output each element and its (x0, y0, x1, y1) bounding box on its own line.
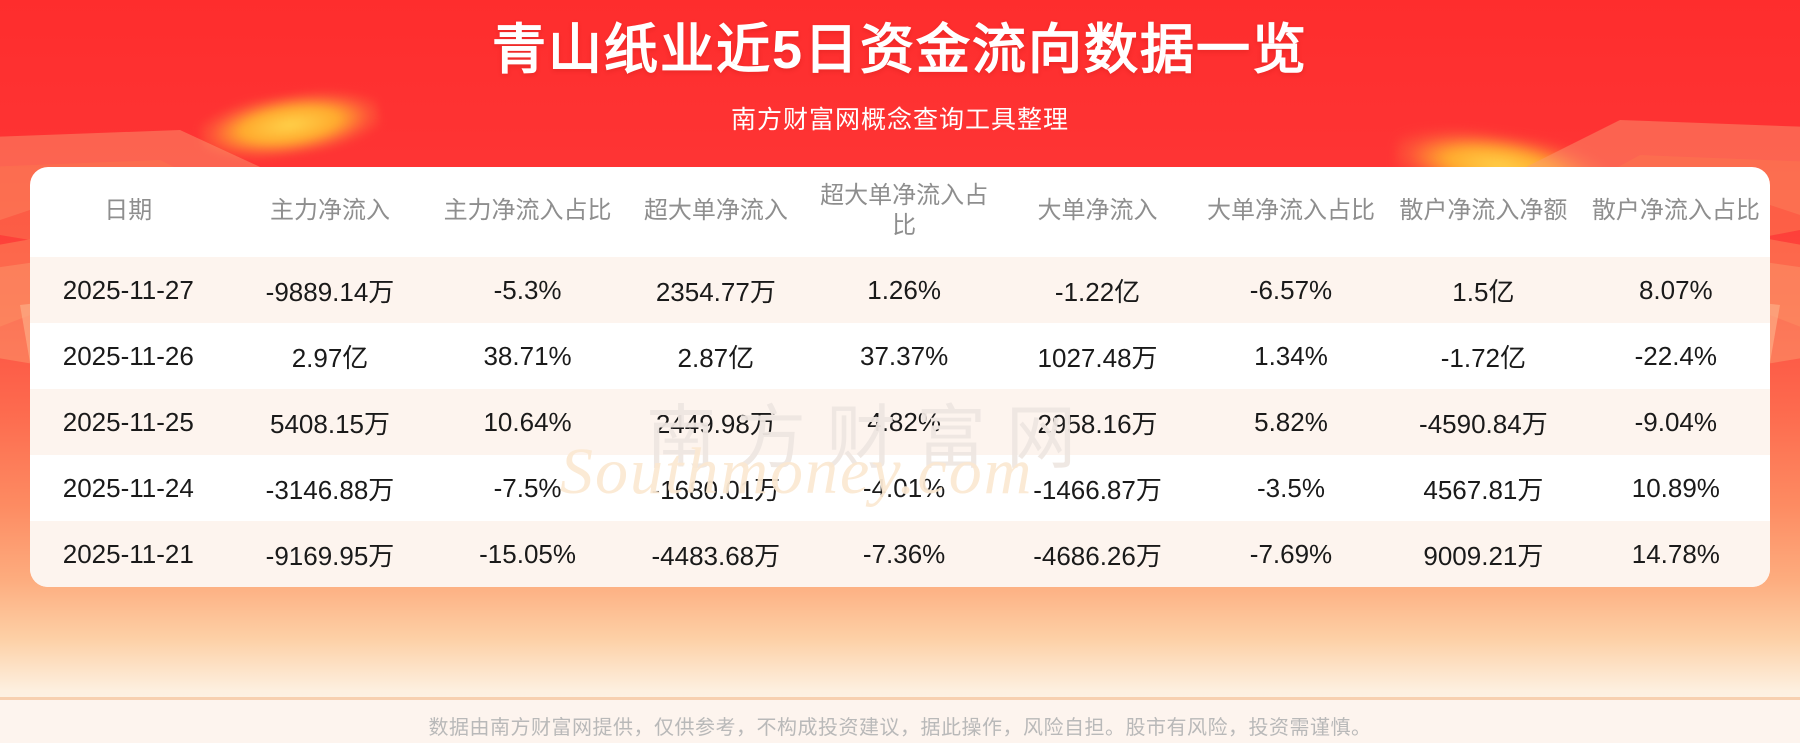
column-header-date: 日期 (104, 197, 153, 225)
cell-main-net-inflow: -9889.14万 (265, 276, 395, 307)
cell-date: 2025-11-25 (62, 406, 194, 437)
page-title: 青山纸业近5日资金流向数据一览 (491, 20, 1309, 80)
table-head: 日期 主力净流入 主力净流入占比 超大单净流入 超大单净流入占比 大单净流入 大… (30, 167, 1770, 257)
cell-large-net-ratio: 5.82% (1254, 406, 1328, 437)
cell-retail-net-amount: -1.72亿 (1440, 342, 1527, 373)
cell-retail-net-ratio: 10.89% (1631, 472, 1720, 503)
cell-xl-net-ratio: 37.37% (860, 340, 949, 371)
cell-xl-net-ratio: 1.26% (867, 274, 941, 305)
table-body: 2025-11-27 -9889.14万 -5.3% 2354.77万 1.26… (30, 257, 1770, 588)
cell-main-net-ratio: 38.71% (483, 340, 572, 371)
cell-xl-net-ratio: -4.01% (862, 472, 946, 503)
column-header-xl-net-inflow: 超大单净流入 (643, 197, 788, 225)
table-row: 2025-11-24 -3146.88万 -7.5% -1680.01万 -4.… (30, 455, 1770, 522)
cell-large-net-inflow: -4686.26万 (1033, 540, 1162, 571)
cell-large-net-ratio: -7.69% (1249, 538, 1333, 569)
column-header-main-net-ratio: 主力净流入占比 (443, 197, 612, 225)
cell-date: 2025-11-24 (62, 472, 194, 503)
cell-main-net-ratio: -5.3% (493, 274, 562, 305)
cell-xl-net-inflow: 2449.98万 (655, 408, 776, 439)
cell-main-net-inflow: 2.97亿 (291, 342, 369, 373)
cell-retail-net-ratio: -9.04% (1634, 406, 1718, 437)
column-header-large-net-ratio: 大单净流入占比 (1206, 197, 1375, 225)
disclaimer-text: 数据由南方财富网提供，仅供参考，不构成投资建议，据此操作，风险自担。股市有风险，… (428, 717, 1372, 739)
cell-large-net-inflow: 1027.48万 (1037, 342, 1158, 373)
data-card: 日期 主力净流入 主力净流入占比 超大单净流入 超大单净流入占比 大单净流入 大… (30, 167, 1770, 588)
cell-main-net-inflow: 5408.15万 (270, 408, 390, 439)
cell-large-net-inflow: -1.22亿 (1054, 276, 1141, 307)
column-header-xl-net-ratio: 超大单净流入占比 (820, 182, 989, 240)
cell-xl-net-inflow: 2354.77万 (655, 276, 776, 307)
table-row: 2025-11-25 5408.15万 10.64% 2449.98万 4.82… (30, 389, 1770, 456)
cell-main-net-inflow: -9169.95万 (265, 540, 395, 571)
cell-xl-net-inflow: -1680.01万 (651, 474, 781, 505)
cell-main-net-inflow: -3146.88万 (265, 474, 395, 505)
cell-xl-net-ratio: 4.82% (867, 406, 941, 437)
table-row: 2025-11-21 -9169.95万 -15.05% -4483.68万 -… (30, 521, 1770, 588)
cell-main-net-ratio: 10.64% (483, 406, 572, 437)
cell-large-net-inflow: 2958.16万 (1037, 408, 1158, 439)
cell-date: 2025-11-26 (62, 340, 194, 371)
page-footer: 数据由南方财富网提供，仅供参考，不构成投资建议，据此操作，风险自担。股市有风险，… (0, 697, 1800, 743)
cell-date: 2025-11-27 (62, 274, 194, 305)
table-row: 2025-11-26 2.97亿 38.71% 2.87亿 37.37% 102… (30, 323, 1770, 390)
cell-retail-net-ratio: -22.4% (1634, 340, 1718, 371)
page-header: 青山纸业近5日资金流向数据一览 南方财富网概念查询工具整理 (0, 0, 1800, 136)
cell-retail-net-amount: 9009.21万 (1423, 540, 1544, 571)
cell-xl-net-inflow: 2.87亿 (677, 342, 755, 373)
cell-large-net-ratio: -3.5% (1257, 472, 1325, 503)
page-subtitle: 南方财富网概念查询工具整理 (730, 105, 1069, 134)
cell-large-net-ratio: -6.57% (1249, 274, 1333, 305)
table-header-row: 日期 主力净流入 主力净流入占比 超大单净流入 超大单净流入占比 大单净流入 大… (30, 167, 1770, 257)
cell-main-net-ratio: -15.05% (479, 538, 576, 569)
column-header-large-net-inflow: 大单净流入 (1037, 197, 1158, 225)
cell-date: 2025-11-21 (62, 538, 194, 569)
cell-xl-net-ratio: -7.36% (862, 538, 946, 569)
cell-xl-net-inflow: -4483.68万 (651, 540, 781, 571)
cell-large-net-ratio: 1.34% (1254, 340, 1328, 371)
cell-large-net-inflow: -1466.87万 (1033, 474, 1162, 505)
column-header-retail-net-ratio: 散户净流入占比 (1591, 197, 1760, 225)
table-row: 2025-11-27 -9889.14万 -5.3% 2354.77万 1.26… (30, 257, 1770, 324)
cell-retail-net-ratio: 8.07% (1638, 274, 1713, 305)
cell-retail-net-amount: 4567.81万 (1423, 474, 1544, 505)
column-header-retail-net-amount: 散户净流入净额 (1399, 197, 1568, 225)
footer-divider (0, 697, 1800, 700)
column-header-main-net-inflow: 主力净流入 (269, 197, 390, 225)
cell-retail-net-amount: 1.5亿 (1452, 276, 1515, 307)
cell-main-net-ratio: -7.5% (493, 472, 562, 503)
cell-retail-net-amount: -4590.84万 (1419, 408, 1548, 439)
fund-flow-table: 日期 主力净流入 主力净流入占比 超大单净流入 超大单净流入占比 大单净流入 大… (30, 167, 1770, 588)
cell-retail-net-ratio: 14.78% (1631, 538, 1720, 569)
